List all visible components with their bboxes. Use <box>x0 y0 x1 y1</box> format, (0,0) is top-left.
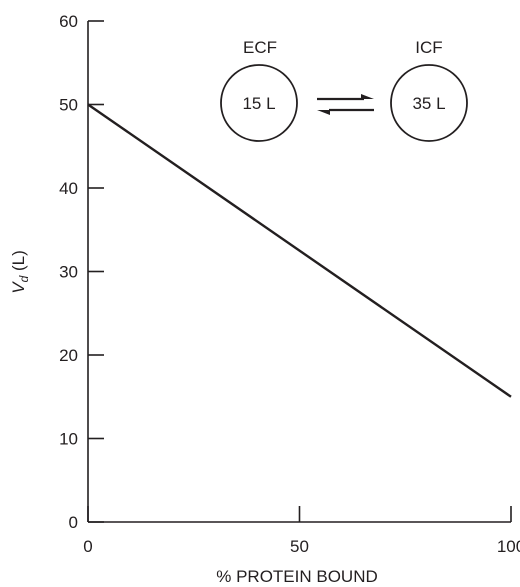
equilibrium-arrows-icon <box>317 94 374 115</box>
ecf-circle <box>220 64 298 142</box>
forward-arrowhead <box>361 94 374 99</box>
y-tick-label: 0 <box>69 513 78 532</box>
y-tick-label: 30 <box>59 263 78 282</box>
icf-circle <box>390 64 468 142</box>
x-tick-label: 50 <box>290 537 309 556</box>
x-tick-label: 0 <box>83 537 92 556</box>
y-axis-title: Vd (L) <box>9 250 31 294</box>
y-tick-label: 50 <box>59 96 78 115</box>
y-tick-label: 10 <box>59 430 78 449</box>
y-axis-title-suffix: (L) <box>9 250 28 276</box>
series <box>87 103 512 398</box>
y-axis-title-main: V <box>9 281 28 294</box>
compartment-inset: ECF 15 L ICF 35 L <box>220 38 468 142</box>
reverse-arrowhead <box>317 110 330 115</box>
icf-label: ICF <box>415 38 442 57</box>
y-tick-label: 60 <box>59 12 78 31</box>
x-axis-title: % PROTEIN BOUND <box>216 567 378 586</box>
y-ticks: 0 10 20 30 40 50 60 <box>59 12 104 532</box>
y-tick-label: 40 <box>59 179 78 198</box>
vd-line <box>87 103 512 398</box>
x-tick-label: 100 <box>497 537 520 556</box>
x-ticks: 0 50 100 <box>83 506 520 556</box>
y-tick-label: 20 <box>59 346 78 365</box>
icf-volume: 35 L <box>412 94 445 113</box>
ecf-label: ECF <box>243 38 277 57</box>
y-axis-title-subscript: d <box>17 275 31 282</box>
ecf-volume: 15 L <box>242 94 275 113</box>
